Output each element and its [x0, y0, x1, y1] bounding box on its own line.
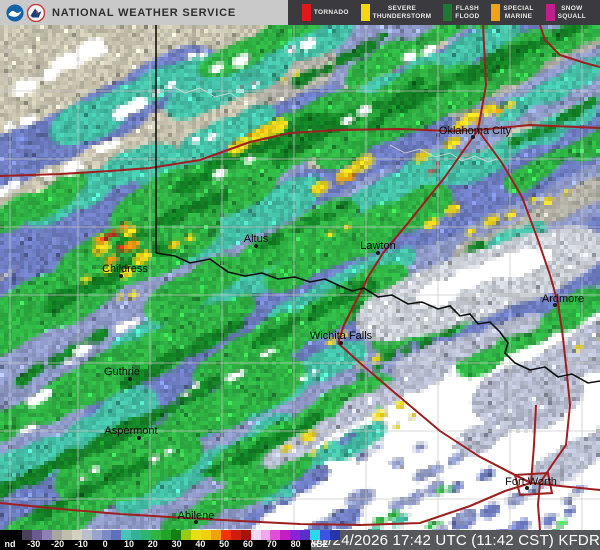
scale-tick-label: dBZ [310, 539, 329, 549]
scale-color-cell [81, 530, 92, 540]
scale-tick-label: 0 [102, 539, 108, 549]
warning-legend-item-tornado: TORNADO [301, 4, 349, 21]
scale-color-cell [22, 530, 32, 540]
scale-tick-label: nd [4, 539, 16, 549]
footer-bar: nd -30 -20 -10 0 10 20 30 40 50 60 70 80 dBZ 01/24/20… [0, 530, 600, 550]
warning-color-chip [301, 4, 311, 21]
timestamp: 01/24/2026 17:42 UTC (11:42 CST) KFDR [311, 530, 600, 550]
scale-color-cell [300, 530, 311, 540]
scale-color-cell [41, 530, 52, 540]
city-dot [119, 274, 123, 278]
warning-legend-item-flash: FLASH FLOOD [443, 4, 479, 21]
scale-color-cell [111, 530, 122, 540]
warning-color-chip [360, 4, 370, 21]
city-dot [128, 377, 132, 381]
city-dot [194, 520, 198, 524]
scale-tick-label: 40 [195, 539, 206, 549]
scale-color-cell [290, 530, 301, 540]
scale-color-cell [181, 530, 191, 540]
header-brand: NATIONAL WEATHER SERVICE [0, 0, 288, 25]
scale-color-cell [151, 530, 162, 540]
scale-color-cell [71, 530, 82, 540]
warning-label: TORNADO [313, 8, 349, 16]
city-label-wichita-falls: Wichita Falls [309, 330, 373, 342]
city-label-aspermont: Aspermont [104, 425, 158, 437]
scale-color-cell [250, 530, 261, 540]
scale-color-cell [51, 530, 62, 540]
scale-tick-label: 50 [219, 539, 230, 549]
scale-tick-label: 60 [242, 539, 254, 549]
city-dot [339, 341, 343, 345]
city-dot [137, 436, 141, 440]
city-label-guthrie: Guthrie [103, 366, 141, 378]
scale-color-cell [200, 530, 211, 540]
warning-label: SNOW SQUALL [557, 5, 587, 20]
scale-color-cell [210, 530, 221, 540]
scale-tick-label: -30 [27, 539, 41, 549]
scale-tick-label: 70 [266, 539, 277, 549]
city-dot [525, 486, 529, 490]
radar-canvas[interactable] [0, 25, 600, 530]
scale-tick-label: -10 [74, 539, 88, 549]
scale-color-cell [101, 530, 112, 540]
scale-color-cell [220, 530, 231, 540]
city-label-fort-worth: Fort Worth [505, 476, 557, 488]
scale-tick-label: 10 [123, 539, 135, 549]
scale-tick-label: -20 [51, 539, 65, 549]
scale-color-cell [91, 530, 102, 540]
city-dot [471, 135, 475, 139]
nws-logo-icon [27, 3, 45, 22]
warning-color-chip [545, 4, 555, 21]
warning-label: SEVERE THUNDERSTORM [372, 5, 432, 20]
warning-legend-item-snow: SNOW SQUALL [545, 4, 587, 21]
warning-label: SPECIAL MARINE [503, 5, 534, 20]
scale-color-cell [260, 530, 271, 540]
scale-tick-label: 20 [147, 539, 158, 549]
scale-color-cell [240, 530, 251, 540]
city-label-oklahoma-city: Oklahoma City [438, 125, 512, 137]
scale-color-cell [161, 530, 172, 540]
city-label-abilene: Abilene [177, 510, 215, 522]
scale-color-cell [320, 530, 331, 540]
scale-color-cell [270, 530, 281, 540]
city-label-altus: Altus [243, 233, 269, 245]
warning-color-chip [443, 4, 453, 21]
warning-legend-item-special: SPECIAL MARINE [491, 4, 533, 21]
scale-color-cell [61, 530, 72, 540]
city-label-childress: Childress [102, 263, 148, 275]
city-label-lawton: Lawton [360, 240, 396, 252]
city-dot [254, 244, 258, 248]
warning-legend: TORNADO SEVERE THUNDERSTORM FLASH FLOOD SPE… [288, 0, 600, 25]
radar-map: Oklahoma City Altus Lawton Childress Ardmore… [0, 25, 600, 530]
scale-color-cell [31, 530, 42, 540]
scale-color-cell [280, 530, 291, 540]
scale-color-cell [330, 530, 340, 540]
city-label-ardmore: Ardmore [541, 293, 585, 305]
agency-title: NATIONAL WEATHER SERVICE [52, 6, 237, 19]
city-dot [376, 251, 380, 255]
scale-tick-label: 80 [290, 539, 301, 549]
scale-color-cell [131, 530, 142, 540]
warning-legend-item-severe: SEVERE THUNDERSTORM [360, 4, 432, 21]
scale-tick-label: 30 [171, 539, 182, 549]
warning-color-chip [491, 4, 501, 21]
header-bar: NATIONAL WEATHER SERVICE TORNADO SEVERE T… [0, 0, 600, 25]
reflectivity-scale: nd -30 -20 -10 0 10 20 30 40 50 60 70 80 dBZ [0, 530, 340, 550]
scale-color-cell [121, 530, 132, 540]
scale-color-cell [171, 530, 181, 540]
scale-color-cell [310, 530, 321, 540]
scale-color-cell [230, 530, 241, 540]
noaa-logo-icon [6, 3, 24, 22]
city-dot [553, 303, 557, 307]
scale-color-cell [141, 530, 152, 540]
scale-color-cell [190, 530, 201, 540]
warning-label: FLASH FLOOD [455, 5, 480, 20]
reflectivity-colorbar [0, 530, 340, 540]
